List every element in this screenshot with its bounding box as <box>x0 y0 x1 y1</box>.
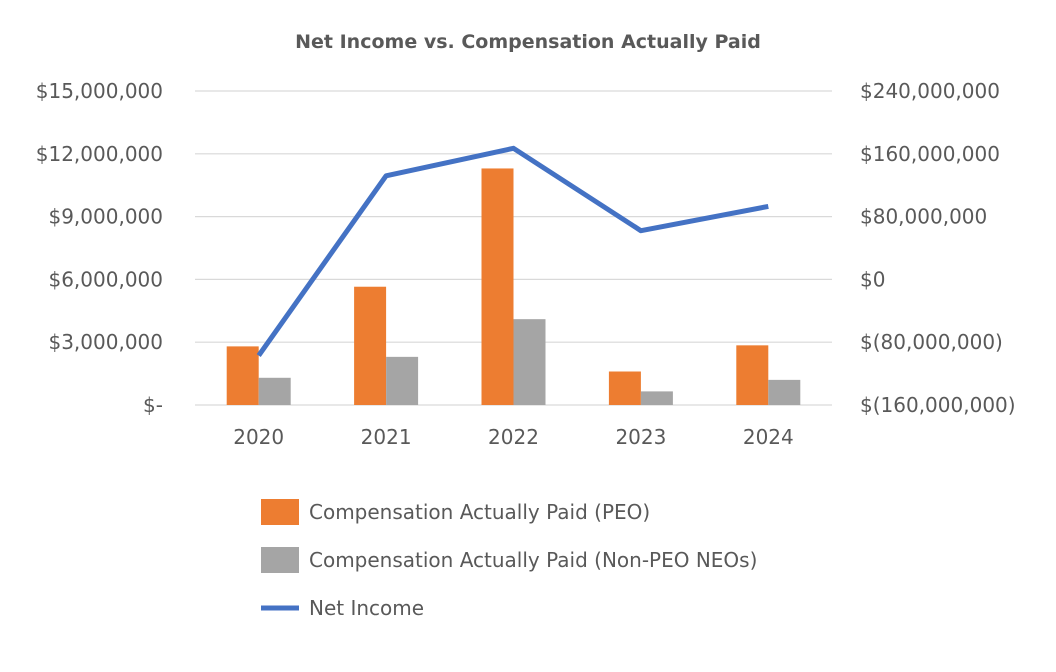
right-axis-tick-label: $(160,000,000) <box>860 393 1016 417</box>
right-axis-tick-label: $0 <box>860 267 885 291</box>
x-axis-tick-label: 2021 <box>361 425 412 449</box>
legend-swatch-compensation-actually-paid-non-peo-neos <box>261 547 299 573</box>
bar-compensation-actually-paid-non-peo-neos-2022 <box>513 319 546 405</box>
bar-compensation-actually-paid-peo-2024 <box>736 345 769 405</box>
x-axis-tick-label: 2024 <box>743 425 794 449</box>
bar-compensation-actually-paid-peo-2020 <box>226 346 259 405</box>
left-axis-tick-label: $15,000,000 <box>36 79 163 103</box>
left-axis: $- $3,000,000 $6,000,000 $9,000,000 $12,000,… <box>36 79 163 417</box>
x-axis-tick-label: 2022 <box>488 425 539 449</box>
left-axis-tick-label: $3,000,000 <box>48 330 163 354</box>
net-income-line <box>256 145 769 357</box>
bar-compensation-actually-paid-non-peo-neos-2024 <box>768 379 801 405</box>
left-axis-tick-label: $12,000,000 <box>36 142 163 166</box>
bar-compensation-actually-paid-non-peo-neos-2020 <box>258 377 291 405</box>
bar-compensation-actually-paid-peo-2021 <box>354 286 387 405</box>
chart-title: Net Income vs. Compensation Actually Pai… <box>295 31 761 53</box>
legend-label-compensation-actually-paid-peo: Compensation Actually Paid (PEO) <box>309 500 650 524</box>
left-axis-tick-label: $- <box>143 393 163 417</box>
legend: Compensation Actually Paid (PEO) Compensa… <box>261 499 757 620</box>
left-axis-tick-label: $9,000,000 <box>48 205 163 229</box>
legend-label-net-income: Net Income <box>309 596 424 620</box>
x-axis: 2020 2021 2022 2023 2024 <box>233 425 794 449</box>
bar-compensation-actually-paid-peo-2022 <box>481 168 514 405</box>
right-axis-tick-label: $240,000,000 <box>860 79 1000 103</box>
right-axis-tick-label: $(80,000,000) <box>860 330 1003 354</box>
legend-label-compensation-actually-paid-non-peo-neos: Compensation Actually Paid (Non-PEO NEOs… <box>309 548 757 572</box>
bars <box>226 168 801 405</box>
net-income-line-layer <box>256 145 769 357</box>
x-axis-tick-label: 2023 <box>615 425 666 449</box>
bar-compensation-actually-paid-non-peo-neos-2021 <box>386 356 419 405</box>
right-axis-tick-label: $80,000,000 <box>860 205 987 229</box>
left-axis-tick-label: $6,000,000 <box>48 267 163 291</box>
bar-compensation-actually-paid-peo-2023 <box>608 371 641 405</box>
legend-swatch-compensation-actually-paid-peo <box>261 499 299 525</box>
bar-compensation-actually-paid-non-peo-neos-2023 <box>640 391 673 405</box>
x-axis-tick-label: 2020 <box>233 425 284 449</box>
right-axis-tick-label: $160,000,000 <box>860 142 1000 166</box>
right-axis: $(160,000,000) $(80,000,000) $0 $80,000,000… <box>860 79 1016 417</box>
